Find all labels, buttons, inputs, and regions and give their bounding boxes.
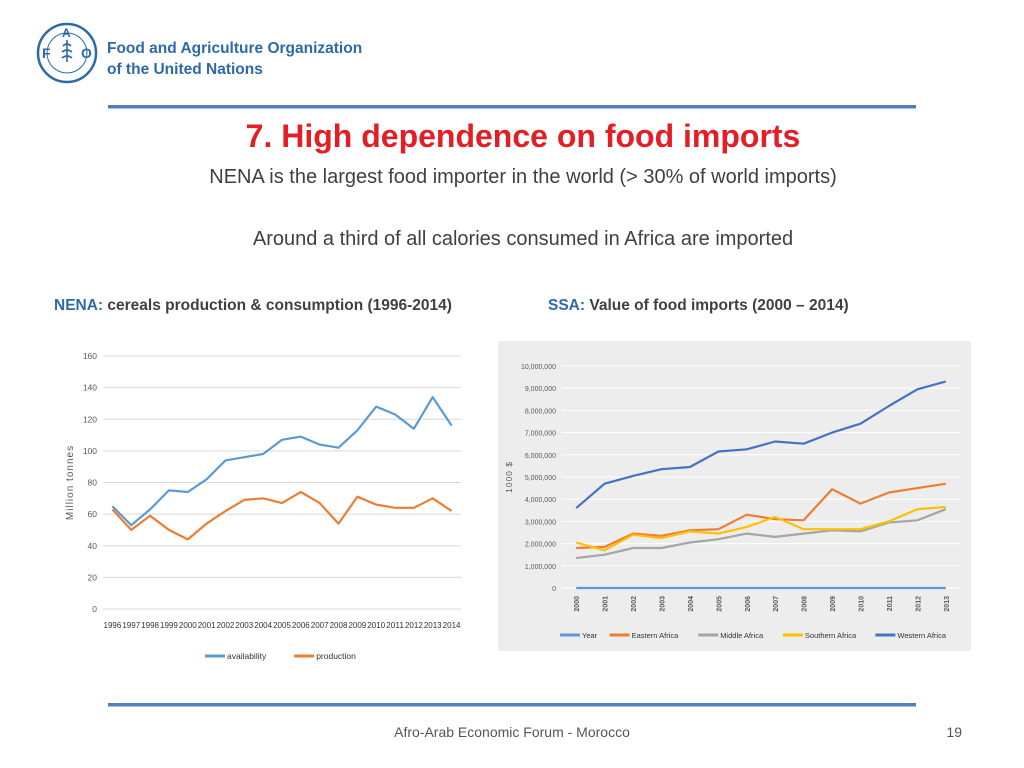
logo-letter-o: O (81, 45, 92, 61)
legend-label: Western Africa (897, 631, 946, 640)
y-tick-label: 3,000,000 (525, 519, 556, 526)
ssa-food-imports-chart: 0 1,000,000 2,000,000 3,000,000 4,000,000 5,0… (498, 341, 971, 651)
x-tick-label: 2006 (745, 596, 752, 612)
org-name-line1: Food and Agriculture Organization (107, 40, 363, 57)
logo-letter-f: F (42, 45, 51, 61)
ssa-tag: SSA: (548, 297, 586, 314)
x-tick-label: 2003 (235, 620, 253, 630)
slide-subtitle: NENA is the largest food importer in the… (209, 166, 837, 188)
x-tick-label: 2012 (405, 620, 423, 630)
organization-name: Food and Agriculture Organization of the… (107, 38, 362, 80)
x-tick-label: 2008 (802, 596, 809, 612)
series-line (575, 505, 946, 552)
x-tick-label: 2010 (367, 620, 385, 630)
y-tick-label: 2,000,000 (525, 542, 556, 549)
series-line (111, 490, 453, 541)
y-tick-label: 160 (83, 351, 97, 361)
slide-title: 7. High dependence on food imports (245, 118, 801, 154)
y-tick-label: 4,000,000 (525, 497, 556, 504)
y-tick-label: 9,000,000 (525, 386, 556, 393)
y-tick-label: 0 (552, 586, 556, 593)
y-tick-label: 7,000,000 (525, 431, 556, 438)
x-tick-label: 2002 (631, 596, 638, 612)
y-tick-label: 8,000,000 (525, 408, 556, 415)
nena-chart-heading: NENA: cereals production & consumption (… (54, 297, 452, 315)
y-axis-label: Million tonnes (65, 445, 76, 520)
legend-label: Eastern Africa (632, 631, 680, 640)
legend-label: production (316, 651, 356, 661)
x-tick-label: 2002 (217, 620, 235, 630)
legend-label: Year (582, 631, 598, 640)
x-tick-label: 2011 (887, 596, 894, 611)
x-tick-label: 1997 (122, 620, 140, 630)
y-tick-label: 0 (92, 604, 97, 614)
x-tick-label: 2007 (311, 620, 329, 630)
x-tick-label: 2000 (179, 620, 197, 630)
x-tick-label: 2004 (254, 620, 272, 630)
series-line (575, 380, 947, 509)
nena-heading-text: cereals production & consumption (1996-2… (103, 297, 452, 314)
y-tick-label: 40 (88, 541, 98, 551)
x-tick-label: 2012 (915, 596, 922, 612)
x-tick-label: 1998 (141, 620, 159, 630)
x-tick-label: 2001 (198, 620, 216, 630)
x-tick-label: 2003 (660, 596, 667, 612)
series-line (576, 508, 947, 560)
legend-label: Middle Africa (720, 631, 764, 640)
footer-text: Afro-Arab Economic Forum - Morocco (394, 724, 630, 740)
x-tick-label: 2008 (330, 620, 348, 630)
y-tick-label: 140 (83, 383, 97, 393)
y-tick-label: 80 (88, 478, 98, 488)
y-axis-label: 1000 $ (504, 461, 514, 493)
x-tick-label: 2006 (292, 620, 310, 630)
y-tick-label: 60 (88, 509, 98, 519)
y-tick-label: 6,000,000 (525, 453, 556, 460)
x-tick-label: 2001 (603, 596, 610, 612)
series-line (111, 395, 453, 527)
x-tick-label: 2010 (859, 596, 866, 612)
y-tick-label: 100 (83, 446, 97, 456)
nena-tag: NENA: (54, 297, 104, 314)
x-tick-label: 2014 (443, 620, 461, 630)
y-tick-label: 10,000,000 (521, 364, 556, 371)
x-tick-label: 2005 (716, 596, 723, 612)
x-tick-label: 2007 (773, 596, 780, 612)
slide-note: Around a third of all calories consumed … (252, 228, 794, 250)
legend-label: availability (227, 651, 267, 661)
top-divider (108, 105, 916, 109)
logo-letter-a: A (62, 26, 71, 40)
chart-panel (498, 341, 971, 651)
x-tick-label: 2009 (830, 596, 837, 612)
x-tick-label: 2005 (273, 620, 291, 630)
bottom-divider (108, 703, 916, 707)
x-tick-label: 2013 (424, 620, 442, 630)
page-number: 19 (946, 724, 962, 740)
x-tick-label: 2009 (348, 620, 366, 630)
x-tick-label: 2000 (574, 596, 581, 612)
y-tick-label: 20 (88, 572, 98, 582)
fao-logo: F A O (36, 22, 98, 84)
ssa-heading-text: Value of food imports (2000 – 2014) (585, 297, 849, 314)
ssa-chart-heading: SSA: Value of food imports (2000 – 2014) (548, 297, 849, 315)
series-line (576, 482, 946, 550)
y-tick-label: 5,000,000 (525, 475, 556, 482)
x-tick-label: 2004 (688, 596, 695, 612)
y-tick-label: 1,000,000 (525, 564, 556, 571)
legend-label: Southern Africa (805, 631, 857, 640)
x-tick-label: 1999 (160, 620, 178, 630)
x-tick-label: 1996 (104, 620, 122, 630)
y-tick-label: 120 (83, 414, 97, 424)
x-tick-label: 2011 (386, 620, 404, 630)
x-tick-label: 2013 (944, 596, 951, 612)
org-name-line2: of the United Nations (107, 61, 263, 78)
